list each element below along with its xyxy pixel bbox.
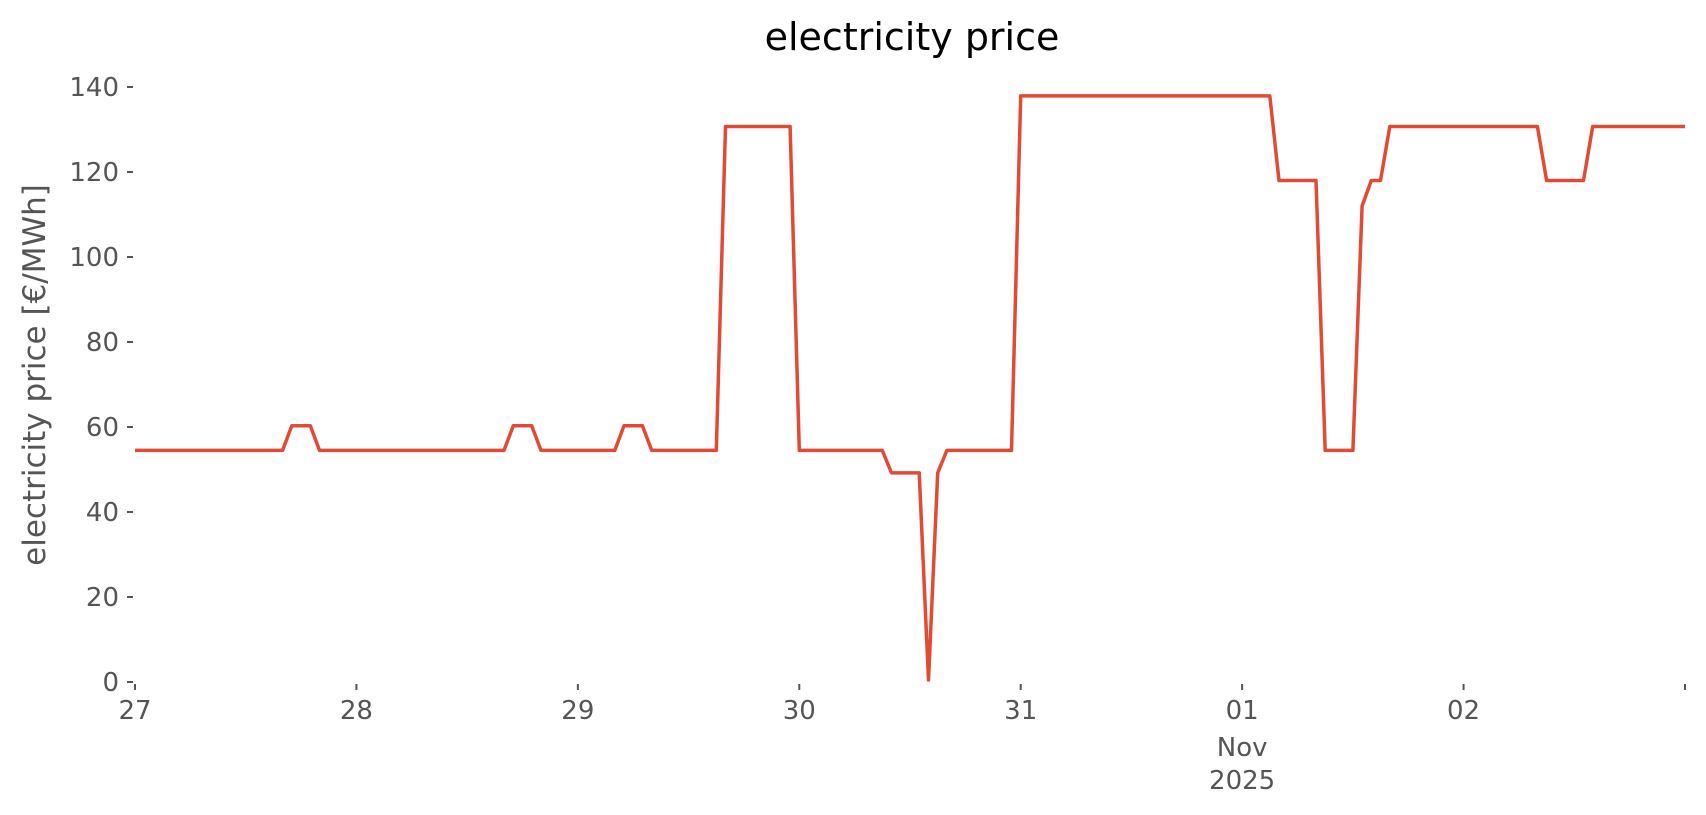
y-tick-label: 100 [69,243,119,273]
price-series-line [135,94,1685,682]
y-tick-label: 0 [102,668,119,698]
x-tick-label: 02 [1447,696,1480,726]
x-tick-label: 28 [340,696,373,726]
y-axis-label: electricity price [€/MWh] [17,184,53,566]
y-axis: 0 20 40 60 80 100 120 140 [69,73,133,698]
y-tick-label: 80 [86,328,119,358]
y-tick-label: 60 [86,413,119,443]
chart-title: electricity price [765,15,1060,59]
x-tick-label: 27 [118,696,151,726]
x-tick-sublabel: Nov [1217,733,1268,763]
x-tick-sublabel: 2025 [1209,766,1275,796]
x-tick-label: 31 [1004,696,1037,726]
x-tick-label: 01 [1226,696,1259,726]
y-tick-label: 120 [69,158,119,188]
x-tick-label: 30 [783,696,816,726]
x-tick-label: 29 [561,696,594,726]
y-tick-label: 140 [69,73,119,103]
y-tick-label: 20 [86,583,119,613]
y-tick-label: 40 [86,498,119,528]
